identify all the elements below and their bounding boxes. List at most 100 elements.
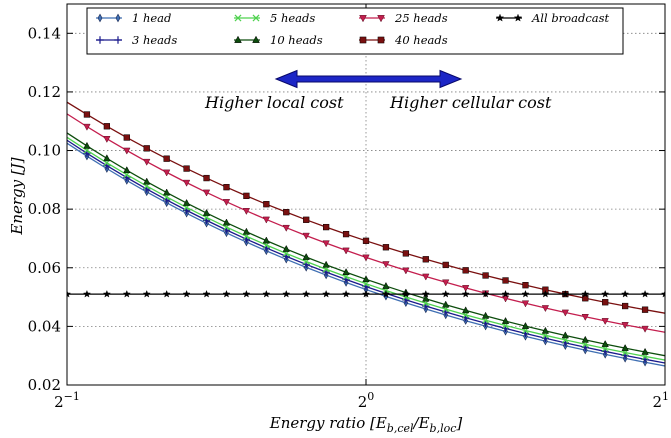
series-marker — [202, 289, 211, 298]
series-marker — [521, 321, 530, 329]
series-marker — [501, 289, 510, 298]
series-marker — [97, 13, 103, 23]
series-marker — [502, 277, 509, 284]
series-marker — [461, 289, 470, 298]
series-marker — [377, 36, 385, 44]
legend-label: All broadcast — [531, 11, 610, 25]
series-marker — [183, 165, 190, 172]
series-marker — [442, 261, 449, 269]
series-marker — [522, 282, 529, 289]
series-marker — [322, 289, 331, 298]
series-marker — [143, 145, 150, 152]
series-marker — [641, 347, 649, 355]
series-marker — [182, 198, 191, 206]
y-tick-label: 0.02 — [28, 376, 61, 394]
series-marker — [262, 236, 270, 244]
series-marker — [162, 289, 171, 298]
series-marker — [222, 289, 231, 298]
y-tick-label: 0.12 — [28, 83, 61, 101]
series-marker — [641, 306, 649, 313]
series-marker — [123, 147, 131, 155]
series-marker — [182, 179, 191, 187]
legend-label: 25 heads — [394, 11, 448, 25]
series-marker — [103, 123, 110, 130]
series-marker — [481, 289, 490, 298]
series-marker — [601, 339, 609, 347]
series-marker — [561, 309, 569, 317]
series-marker — [541, 305, 550, 313]
series-marker — [242, 208, 251, 215]
series-marker — [252, 14, 260, 22]
ticks: 0.02 0.04 0.06 0.08 0.10 0.12 0.14 2−1 20 21 — [28, 4, 669, 411]
series-3-heads — [67, 139, 665, 364]
series-marker — [103, 136, 111, 143]
series-marker — [402, 250, 409, 257]
series-marker — [142, 289, 151, 298]
series-marker — [163, 155, 170, 162]
series-marker — [422, 256, 429, 263]
series-marker — [661, 289, 665, 298]
legend-label: 40 heads — [394, 33, 448, 47]
series-marker — [441, 289, 450, 298]
series-marker — [262, 216, 270, 224]
series-marker — [362, 289, 370, 298]
series-marker — [252, 35, 260, 43]
series-marker — [163, 169, 171, 177]
series-marker — [302, 232, 310, 240]
x-axis-label: Energy ratio [Eb,cel/Eb,loc] — [269, 414, 463, 435]
legend-item: 1 head — [96, 11, 171, 25]
series-marker — [521, 289, 530, 298]
series-marker — [342, 247, 350, 255]
legend-label: 5 heads — [270, 11, 315, 25]
series-marker — [602, 299, 609, 306]
series-marker — [163, 188, 171, 196]
series-marker — [243, 192, 250, 199]
series-marker — [382, 244, 390, 251]
series-marker — [462, 285, 470, 293]
series-marker — [342, 268, 350, 275]
legend-item: 10 heads — [234, 33, 323, 47]
series-marker — [67, 289, 71, 298]
series-marker — [103, 154, 111, 162]
series-marker — [521, 300, 530, 308]
legend-item: 40 heads — [359, 33, 448, 47]
direction-arrow — [274, 69, 463, 89]
y-tick-label: 0.08 — [28, 200, 61, 218]
grid — [67, 4, 665, 386]
series-marker — [541, 326, 550, 334]
series-marker — [621, 344, 629, 351]
series-marker — [82, 289, 91, 298]
y-tick-label: 0.10 — [28, 142, 61, 160]
series-marker — [122, 289, 131, 298]
series-marker — [641, 325, 649, 333]
series-marker — [462, 306, 470, 314]
legend-item: All broadcast — [495, 11, 610, 25]
series-marker — [123, 134, 130, 141]
series-marker — [143, 177, 151, 185]
series-marker — [202, 208, 211, 216]
legend-item: 3 heads — [96, 33, 177, 47]
series-marker — [359, 36, 367, 44]
series-marker — [541, 289, 550, 298]
series-25-heads — [67, 113, 665, 333]
series-marker — [601, 318, 609, 326]
series-marker — [322, 260, 330, 268]
series-marker — [234, 35, 242, 43]
series-marker — [421, 289, 430, 298]
series-marker — [442, 279, 450, 287]
x-tick-label: 21 — [652, 390, 669, 411]
series-marker — [302, 252, 310, 260]
series-marker — [641, 289, 650, 298]
series-marker — [83, 111, 91, 118]
series-marker — [222, 218, 231, 226]
series-marker — [283, 209, 290, 216]
series-marker — [462, 267, 469, 274]
series-marker — [242, 289, 251, 298]
y-tick-label: 0.14 — [28, 24, 61, 42]
series-marker — [482, 272, 489, 279]
series-marker — [182, 289, 191, 298]
series-marker — [377, 15, 385, 23]
series-marker — [123, 166, 131, 174]
series-marker — [581, 313, 589, 321]
series-marker — [501, 316, 510, 324]
